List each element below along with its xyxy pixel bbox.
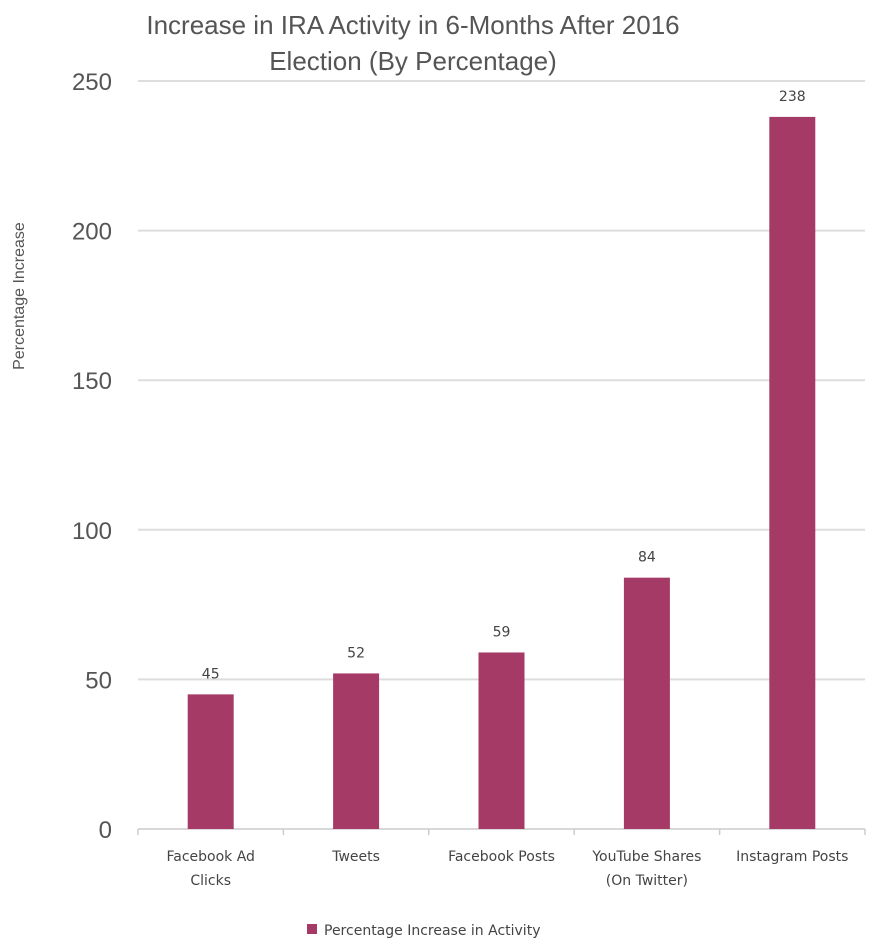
y-tick-label: 50	[85, 667, 112, 694]
x-tick-label: (On Twitter)	[606, 873, 688, 889]
bar	[478, 652, 525, 829]
legend-swatch	[307, 924, 317, 934]
bars: 45 52 59 84 238	[187, 89, 816, 830]
data-label: 45	[202, 666, 220, 682]
x-tick-label: Tweets	[331, 849, 380, 865]
y-tick-label: 100	[72, 518, 112, 545]
y-tick-label: 250	[72, 69, 112, 96]
y-tick-label: 200	[72, 219, 112, 246]
x-tick-label: Instagram Posts	[736, 849, 848, 865]
y-tick-label: 150	[72, 368, 112, 395]
data-label: 52	[347, 645, 365, 661]
x-tick-label: YouTube Shares	[591, 849, 701, 865]
chart-title-line-2: Election (By Percentage)	[269, 46, 557, 76]
bar	[333, 673, 380, 829]
bar	[769, 116, 816, 830]
y-axis-ticks: 0 50 100 150 200 250	[72, 69, 112, 844]
y-axis-label: Percentage Increase	[11, 222, 28, 370]
chart-title-line-1: Increase in IRA Activity in 6-Months Aft…	[146, 10, 679, 40]
data-label: 238	[779, 89, 806, 105]
x-tick-label: Facebook Ad	[166, 849, 254, 865]
bar	[187, 694, 234, 829]
y-tick-label: 0	[99, 817, 112, 844]
x-axis-ticks: Facebook Ad Clicks Tweets Facebook Posts You…	[166, 849, 848, 889]
legend-label: Percentage Increase in Activity	[324, 923, 540, 939]
x-tick-label: Clicks	[190, 873, 231, 889]
data-label: 59	[493, 624, 511, 640]
x-tick-label: Facebook Posts	[448, 849, 555, 865]
bar	[623, 577, 670, 829]
data-label: 84	[638, 550, 656, 566]
legend: Percentage Increase in Activity	[307, 923, 540, 939]
